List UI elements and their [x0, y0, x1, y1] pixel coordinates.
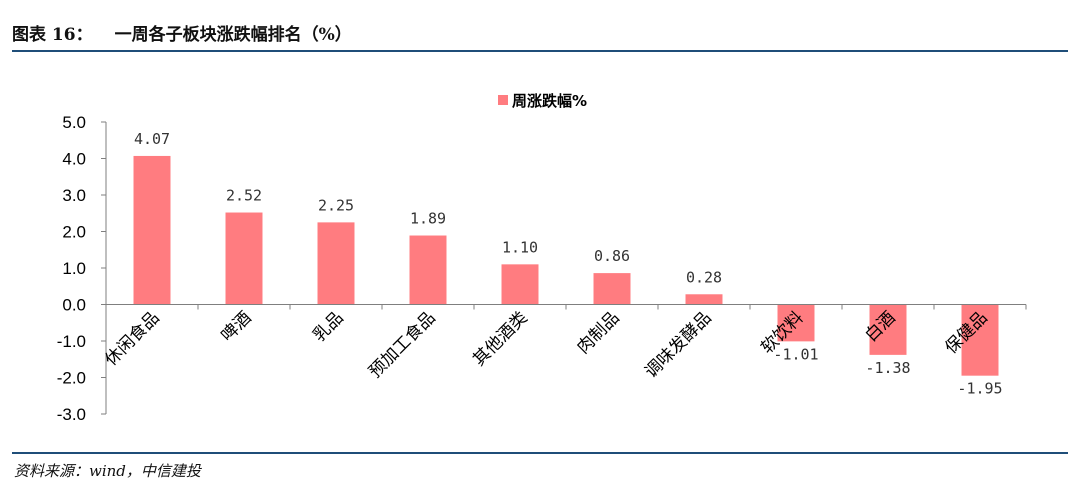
bar — [133, 155, 171, 305]
data-label: 1.89 — [410, 210, 446, 228]
category-label: 预加工食品 — [365, 308, 439, 382]
category-label: 其他酒类 — [469, 308, 531, 370]
category-label: 肉制品 — [573, 308, 623, 358]
y-axis: 5.0 4.0 3.0 2.0 1.0 0.0 -1.0 -2.0 -3.0 — [57, 113, 107, 424]
legend: 周涨跌幅% — [498, 92, 587, 110]
bar — [225, 212, 263, 305]
zero-line — [105, 304, 1027, 310]
figure-title: 图表 16： 一周各子板块涨跌幅排名（%） — [12, 20, 352, 45]
category-label: 啤酒 — [217, 308, 255, 346]
y-tick-label: -2.0 — [57, 369, 86, 388]
y-tick-label: -3.0 — [57, 405, 86, 424]
bar-chart: 周涨跌幅% 5.0 4.0 3.0 2.0 1.0 0.0 -1.0 -2.0 -3.0 4.0… — [57, 92, 1027, 424]
bar — [593, 273, 631, 305]
bars-group — [133, 155, 999, 376]
data-label: 2.52 — [226, 187, 262, 205]
category-label: 休闲食品 — [101, 308, 163, 370]
source-note: 资料来源：wind，中信建投 — [14, 462, 201, 480]
data-label: -1.38 — [865, 359, 910, 377]
y-tick-label: 3.0 — [62, 186, 86, 205]
bar — [685, 294, 723, 305]
data-label: 0.86 — [594, 247, 630, 265]
y-tick-label: -1.0 — [57, 332, 86, 351]
data-label: 4.07 — [134, 130, 170, 148]
bar — [777, 304, 815, 342]
bar — [869, 304, 907, 355]
y-tick-label: 5.0 — [62, 113, 86, 132]
y-tick-label: 0.0 — [62, 296, 86, 315]
data-labels: 4.07 2.52 2.25 1.89 1.10 0.86 0.28 -1.01 -1.38 -1… — [134, 130, 1003, 398]
y-tick-label: 2.0 — [62, 223, 86, 242]
figure-caption: 一周各子板块涨跌幅排名（%） — [114, 25, 352, 45]
legend-label: 周涨跌幅% — [512, 92, 587, 110]
bar — [409, 235, 447, 305]
data-label: -1.95 — [957, 380, 1002, 398]
y-tick-label: 4.0 — [62, 150, 86, 169]
top-rule — [12, 50, 1068, 52]
figure-number: 图表 16： — [12, 25, 93, 45]
y-tick-label: 1.0 — [62, 259, 86, 278]
data-label: 1.10 — [502, 238, 538, 256]
bottom-rule — [12, 452, 1068, 454]
data-label: 0.28 — [686, 268, 722, 286]
legend-swatch — [498, 95, 508, 105]
category-label: 调味发酵品 — [641, 308, 715, 382]
category-labels: 休闲食品 啤酒 乳品 预加工食品 其他酒类 肉制品 调味发酵品 软饮料 白酒 保健品 — [101, 308, 991, 382]
category-label: 乳品 — [309, 308, 347, 346]
data-label: 2.25 — [318, 196, 354, 214]
bar — [961, 304, 999, 376]
bar — [501, 264, 539, 305]
data-label: -1.01 — [773, 345, 818, 363]
bar — [317, 222, 355, 305]
